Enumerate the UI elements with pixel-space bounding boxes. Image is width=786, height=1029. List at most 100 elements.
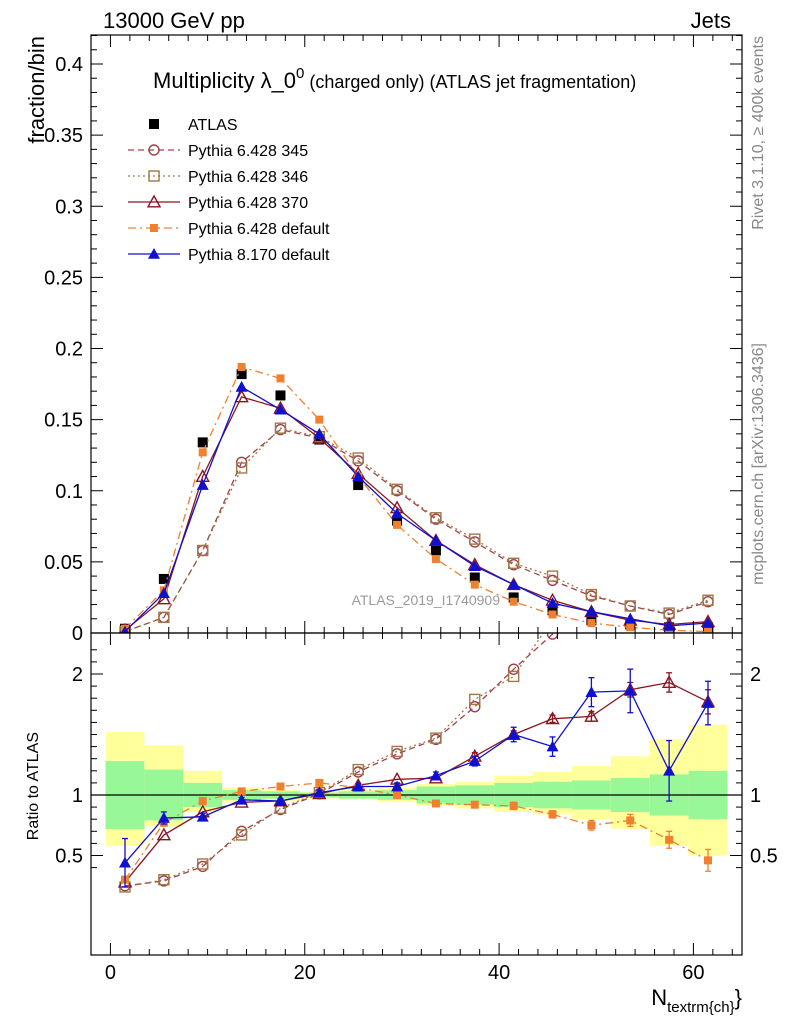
ratio-point [585, 686, 598, 697]
legend-item-pythia-6-428-370: Pythia 6.428 370 [128, 194, 308, 212]
analysis-watermark: ATLAS_2019_I1740909 [352, 592, 501, 608]
data-point [235, 462, 248, 474]
ratio-point [276, 782, 285, 791]
data-point [429, 534, 442, 546]
data-point [585, 605, 598, 617]
ratio-y-tick-label-left: 2 [72, 664, 83, 686]
ratio-series-group [117, 500, 716, 893]
legend-marker [150, 224, 158, 232]
legend-label: Pythia 6.428 370 [188, 195, 308, 212]
legend-marker [148, 144, 160, 156]
ratio-point [352, 763, 364, 776]
data-point [314, 434, 325, 445]
legend-item-pythia-6-428-346: Pythia 6.428 346 [128, 169, 308, 186]
ratio-point [198, 797, 207, 806]
data-point [701, 617, 714, 628]
ratio-y-tick-label-left: 1 [72, 785, 83, 807]
data-point [392, 515, 403, 526]
main-y-tick-label: 0.35 [44, 125, 83, 147]
ratio-point [430, 732, 442, 744]
data-point [197, 544, 209, 557]
data-point [546, 597, 559, 608]
ratio-ylabel: Ratio to ATLAS [25, 732, 42, 840]
main-y-tick-label: 0.3 [55, 196, 83, 218]
legend-item-pythia-8-170-default: Pythia 8.170 default [128, 247, 330, 264]
data-point [585, 588, 598, 601]
ratio-point [391, 780, 404, 792]
ratio-point [391, 745, 403, 758]
data-point [624, 600, 636, 612]
ratio-y-tick-label-right: 2 [750, 664, 761, 686]
ratio-point [237, 787, 246, 796]
data-point [663, 619, 676, 631]
ratio-point [625, 518, 635, 528]
series-line [124, 385, 709, 633]
main-series-group [119, 362, 716, 633]
ratio-point [546, 740, 559, 752]
ratio-point [701, 697, 714, 708]
ratio-point [158, 874, 170, 886]
legend-marker [149, 119, 159, 129]
main-ylabel: fraction/bin [24, 36, 49, 144]
data-point [469, 533, 481, 545]
ratio-point [663, 764, 676, 776]
ratio-point [507, 728, 520, 740]
x-axis-label-suffix: } [735, 985, 742, 1010]
ratio-point [315, 778, 324, 787]
data-point [275, 390, 286, 401]
ratio-point [235, 829, 248, 841]
legend-marker [148, 170, 160, 182]
data-point [236, 369, 247, 380]
ratio-point [586, 560, 596, 570]
data-point [509, 597, 518, 606]
x-axis-label: Ntextrm{ch}} [651, 985, 742, 1016]
legend-label: Pythia 6.428 346 [188, 169, 308, 186]
data-point [197, 437, 208, 448]
ratio-pythia-6-428-346 [119, 518, 635, 893]
x-axis-label-sub: textrm{ch} [667, 999, 735, 1016]
ratio-point [586, 554, 596, 564]
chart-title-sup: 0 [296, 65, 304, 82]
ratio-point [584, 708, 599, 722]
ratio-point [624, 684, 637, 696]
x-tick-label: 60 [682, 962, 704, 984]
data-point [508, 592, 519, 603]
data-point [702, 594, 714, 606]
chart-title-suffix: (charged only) (ATLAS jet fragmentation) [304, 72, 636, 92]
x-axis-label-main: N [651, 985, 667, 1010]
data-point [352, 470, 365, 482]
data-point [352, 452, 364, 464]
data-point [430, 512, 442, 524]
ratio-point [626, 816, 635, 825]
ratio-point [703, 856, 712, 865]
ratio-point [313, 786, 326, 798]
legend-label: ATLAS [188, 117, 238, 134]
legend-marker [146, 194, 162, 208]
data-point [546, 574, 559, 587]
ratio-point [119, 856, 132, 868]
ratio-point [235, 793, 248, 805]
data-point [548, 610, 557, 619]
mcplots-label: mcplots.cern.ch [arXiv:1306.3436] [750, 343, 767, 585]
rivet-label: Rivet 3.1.10, ≥ 400k events [750, 36, 767, 230]
data-point [157, 587, 170, 598]
ratio-point [661, 675, 677, 688]
ratio-point [664, 500, 674, 510]
ratio-point [665, 835, 674, 844]
chart-title-main: Multiplicity λ_0 [153, 68, 296, 93]
ratio-point [393, 791, 402, 799]
ratio-line [124, 633, 545, 888]
data-point [158, 611, 170, 624]
data-point [353, 480, 364, 491]
data-point [470, 580, 479, 589]
ratio-point [470, 800, 479, 809]
legend-label: Pythia 6.428 345 [188, 143, 308, 160]
data-point [507, 557, 520, 569]
ratio-point [469, 700, 481, 713]
series-pythia-8-170-default [120, 380, 714, 633]
x-tick-label: 40 [488, 962, 510, 984]
main-y-tick-label: 0.05 [44, 552, 83, 574]
data-point [237, 362, 246, 371]
data-point [274, 422, 287, 434]
